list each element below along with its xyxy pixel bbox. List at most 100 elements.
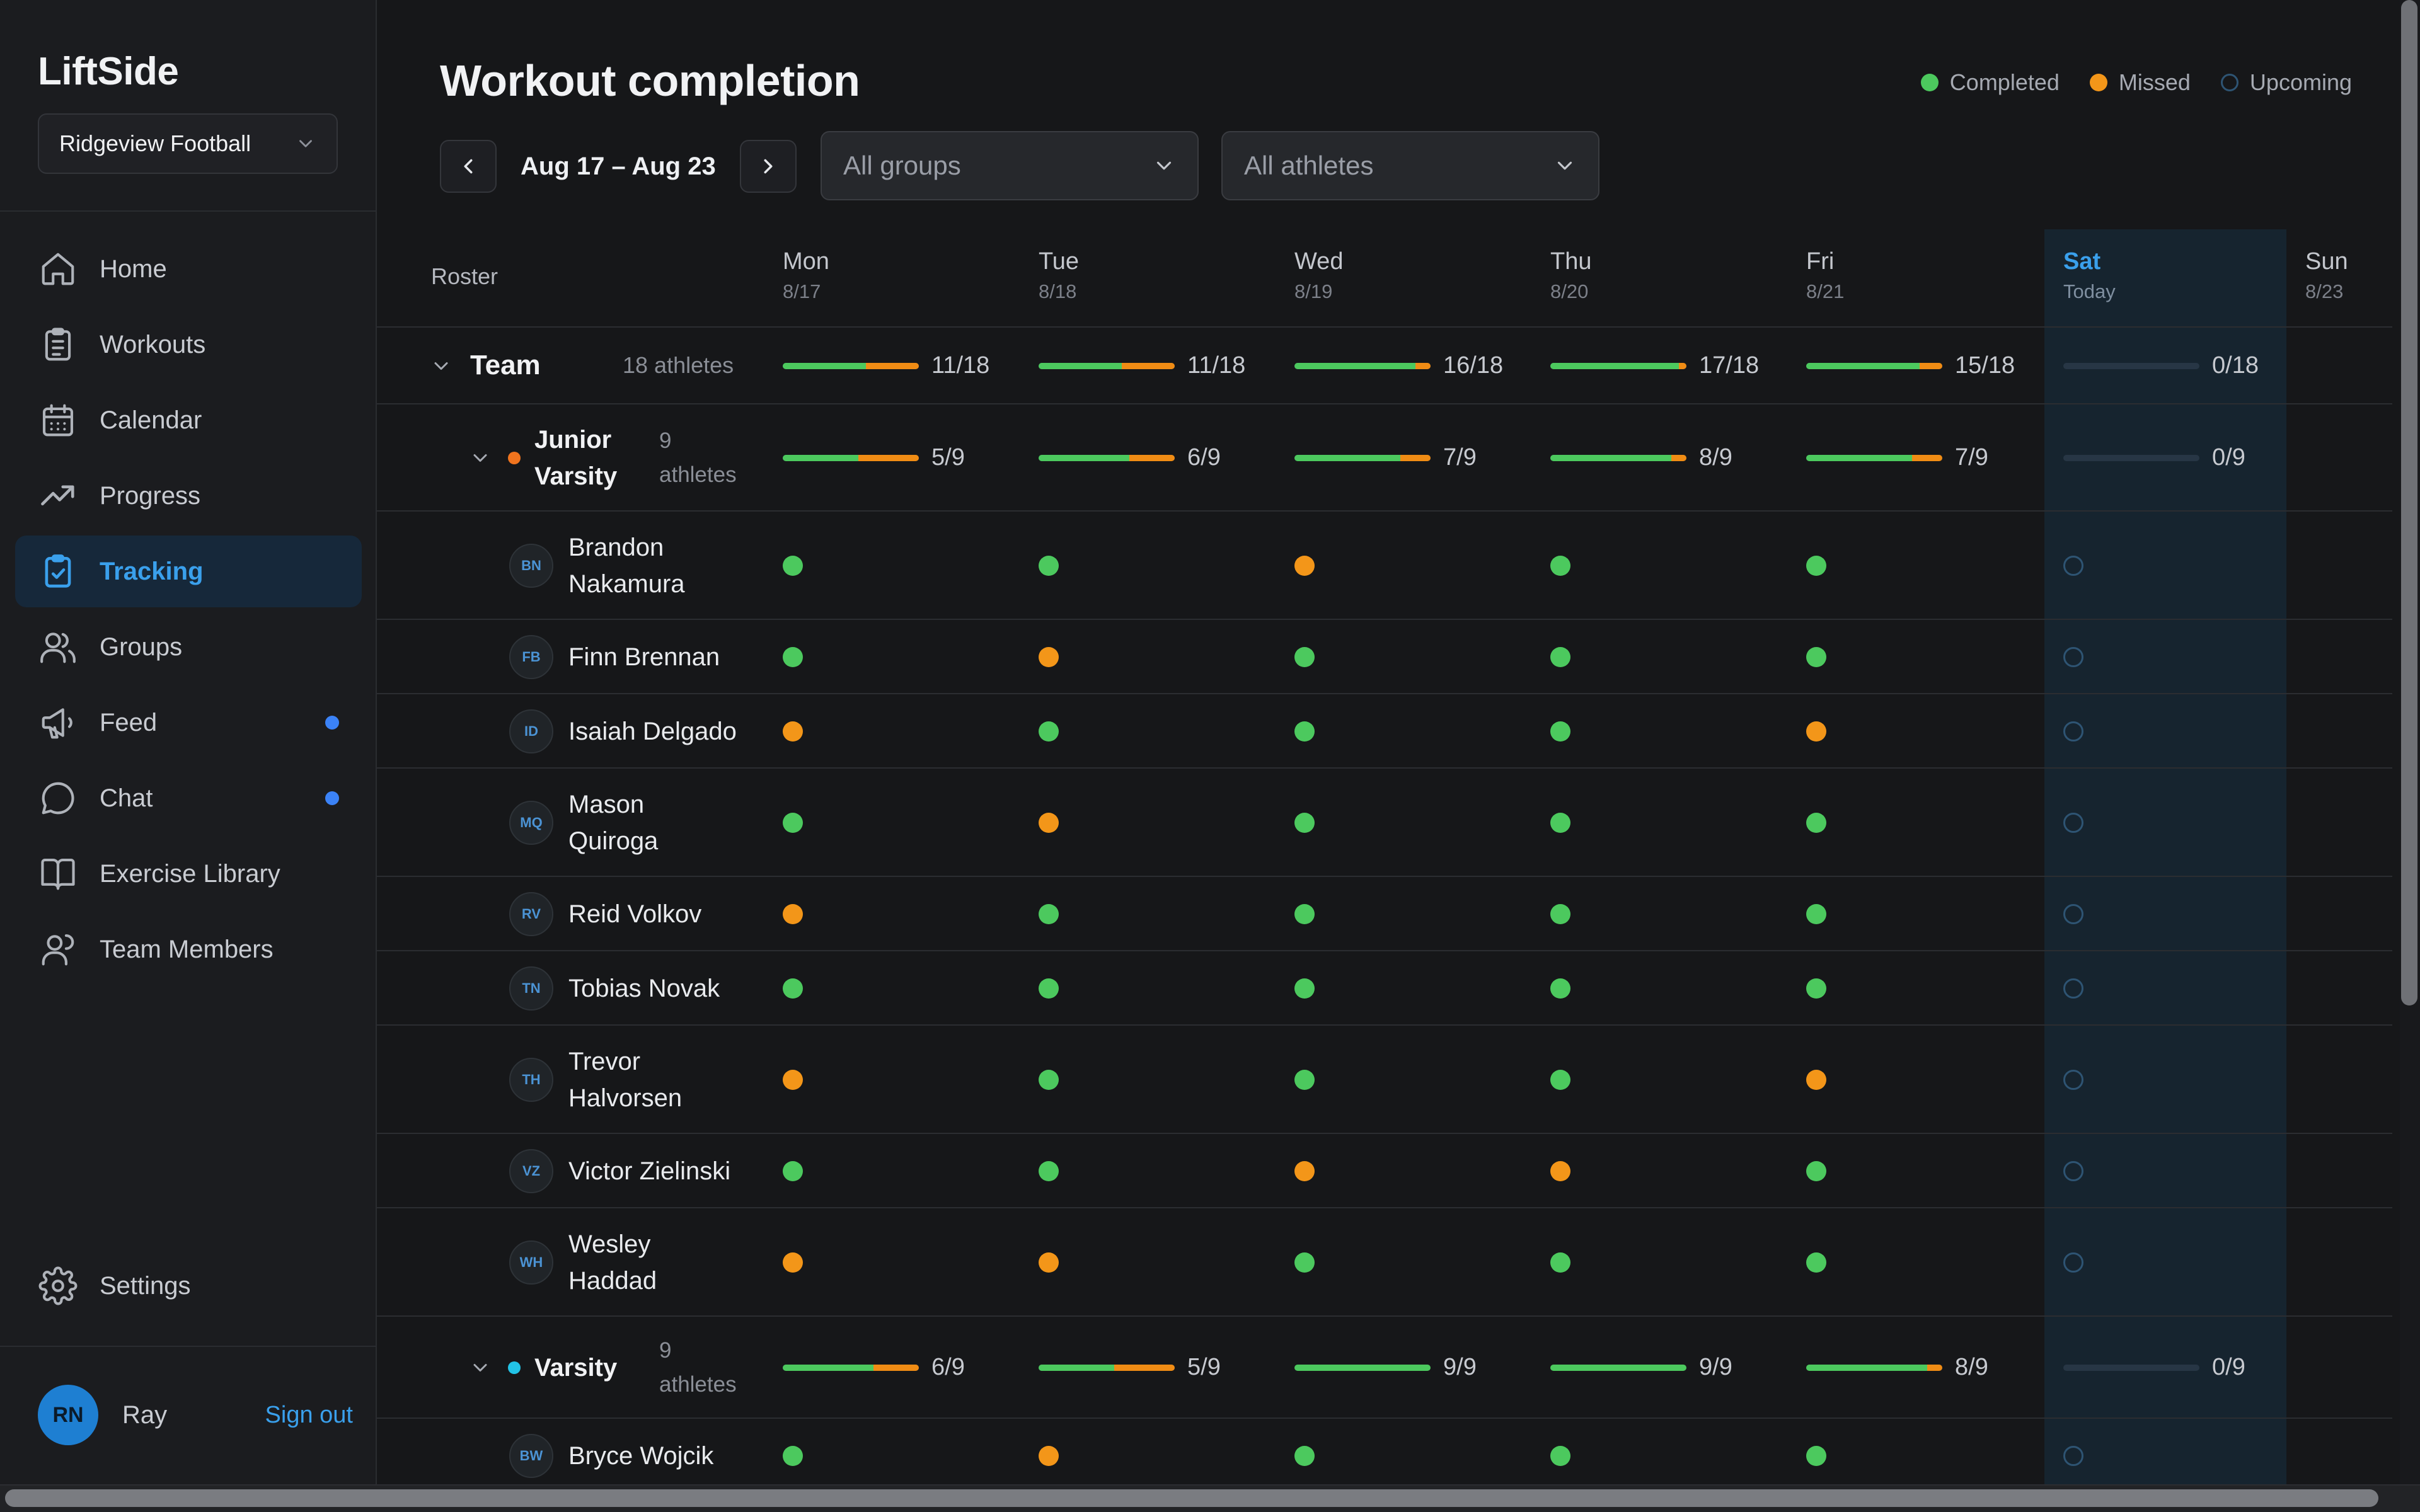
completed-status-dot[interactable]: [1550, 1446, 1570, 1466]
avatar[interactable]: RN: [38, 1385, 98, 1445]
chevron-down-icon[interactable]: [469, 1356, 492, 1379]
sidebar-item-calendar[interactable]: Calendar: [15, 384, 362, 456]
athlete-name[interactable]: Wesley Haddad: [568, 1226, 657, 1299]
athlete-name[interactable]: Bryce Wojcik: [568, 1438, 713, 1474]
athlete-name[interactable]: Isaiah Delgado: [568, 713, 737, 750]
upcoming-status-dot[interactable]: [2063, 978, 2083, 999]
sidebar-item-tracking[interactable]: Tracking: [15, 536, 362, 607]
completed-status-dot[interactable]: [783, 1446, 803, 1466]
upcoming-status-dot[interactable]: [2063, 556, 2083, 576]
completed-status-dot[interactable]: [1550, 1070, 1570, 1090]
chevron-down-icon[interactable]: [430, 355, 452, 377]
completed-status-dot[interactable]: [1806, 1252, 1826, 1273]
missed-status-dot[interactable]: [783, 721, 803, 742]
completed-status-dot[interactable]: [1039, 1161, 1059, 1181]
athlete-row[interactable]: TH Trevor Halvorsen: [377, 1026, 2392, 1134]
missed-status-dot[interactable]: [1294, 1161, 1315, 1181]
completed-status-dot[interactable]: [783, 556, 803, 576]
completed-status-dot[interactable]: [1550, 647, 1570, 667]
sidebar-item-exercise-library[interactable]: Exercise Library: [15, 838, 362, 910]
completed-status-dot[interactable]: [1039, 978, 1059, 999]
completed-status-dot[interactable]: [1806, 978, 1826, 999]
group-row[interactable]: Junior Varsity 9 athletes 5/9 6/9 7/9 8/9 7/9 0/9: [377, 404, 2392, 512]
completed-status-dot[interactable]: [1550, 556, 1570, 576]
completed-status-dot[interactable]: [783, 813, 803, 833]
completed-status-dot[interactable]: [1294, 1252, 1315, 1273]
athlete-name[interactable]: Victor Zielinski: [568, 1153, 730, 1189]
athlete-row[interactable]: BN Brandon Nakamura: [377, 512, 2392, 620]
missed-status-dot[interactable]: [1039, 813, 1059, 833]
athlete-name[interactable]: Brandon Nakamura: [568, 529, 685, 602]
completed-status-dot[interactable]: [1550, 978, 1570, 999]
upcoming-status-dot[interactable]: [2063, 647, 2083, 667]
completed-status-dot[interactable]: [1806, 1446, 1826, 1466]
missed-status-dot[interactable]: [1294, 556, 1315, 576]
completed-status-dot[interactable]: [1039, 904, 1059, 924]
athlete-name[interactable]: Tobias Novak: [568, 970, 720, 1007]
athlete-row[interactable]: ID Isaiah Delgado: [377, 694, 2392, 769]
sidebar-item-team-members[interactable]: Team Members: [15, 914, 362, 985]
completed-status-dot[interactable]: [1806, 556, 1826, 576]
athlete-row[interactable]: TN Tobias Novak: [377, 951, 2392, 1026]
athlete-row[interactable]: MQ Mason Quiroga: [377, 769, 2392, 877]
sidebar-item-progress[interactable]: Progress: [15, 460, 362, 532]
upcoming-status-dot[interactable]: [2063, 813, 2083, 833]
completed-status-dot[interactable]: [1294, 978, 1315, 999]
completed-status-dot[interactable]: [1039, 556, 1059, 576]
completed-status-dot[interactable]: [1294, 904, 1315, 924]
athlete-name[interactable]: Mason Quiroga: [568, 786, 658, 859]
missed-status-dot[interactable]: [1806, 1070, 1826, 1090]
vertical-scrollbar-thumb[interactable]: [2401, 0, 2417, 1005]
athlete-row[interactable]: FB Finn Brennan: [377, 620, 2392, 694]
missed-status-dot[interactable]: [783, 904, 803, 924]
completed-status-dot[interactable]: [1294, 1070, 1315, 1090]
athlete-name[interactable]: Trevor Halvorsen: [568, 1043, 682, 1116]
upcoming-status-dot[interactable]: [2063, 721, 2083, 742]
completed-status-dot[interactable]: [1806, 904, 1826, 924]
completed-status-dot[interactable]: [1039, 721, 1059, 742]
chevron-down-icon[interactable]: [469, 447, 492, 469]
athlete-row[interactable]: RV Reid Volkov: [377, 877, 2392, 951]
previous-week-button[interactable]: [440, 140, 497, 193]
athlete-name[interactable]: Reid Volkov: [568, 896, 701, 932]
completed-status-dot[interactable]: [1806, 813, 1826, 833]
athlete-name[interactable]: Finn Brennan: [568, 639, 720, 675]
upcoming-status-dot[interactable]: [2063, 904, 2083, 924]
completed-status-dot[interactable]: [1294, 721, 1315, 742]
missed-status-dot[interactable]: [1550, 1161, 1570, 1181]
athlete-row[interactable]: BW Bryce Wojcik: [377, 1419, 2392, 1493]
sign-out-link[interactable]: Sign out: [265, 1401, 353, 1428]
completed-status-dot[interactable]: [1294, 1446, 1315, 1466]
athlete-row[interactable]: WH Wesley Haddad: [377, 1208, 2392, 1317]
completed-status-dot[interactable]: [783, 647, 803, 667]
athletes-filter-select[interactable]: All athletes: [1221, 131, 1599, 200]
completed-status-dot[interactable]: [1294, 647, 1315, 667]
missed-status-dot[interactable]: [1039, 1252, 1059, 1273]
sidebar-item-feed[interactable]: Feed: [15, 687, 362, 759]
upcoming-status-dot[interactable]: [2063, 1161, 2083, 1181]
team-row[interactable]: Team 18 athletes 11/18 11/18 16/18 17/18 15/18…: [377, 328, 2392, 404]
completed-status-dot[interactable]: [1550, 904, 1570, 924]
next-week-button[interactable]: [739, 140, 797, 193]
completed-status-dot[interactable]: [1806, 647, 1826, 667]
missed-status-dot[interactable]: [1039, 647, 1059, 667]
groups-filter-select[interactable]: All groups: [821, 131, 1199, 200]
missed-status-dot[interactable]: [783, 1070, 803, 1090]
missed-status-dot[interactable]: [1039, 1446, 1059, 1466]
horizontal-scrollbar-thumb[interactable]: [5, 1489, 2378, 1507]
completed-status-dot[interactable]: [1550, 1252, 1570, 1273]
sidebar-item-groups[interactable]: Groups: [15, 611, 362, 683]
missed-status-dot[interactable]: [783, 1252, 803, 1273]
group-row[interactable]: Varsity 9 athletes 6/9 5/9 9/9 9/9 8/9 0/9: [377, 1317, 2392, 1419]
sidebar-item-settings[interactable]: Settings: [15, 1250, 362, 1322]
team-selector[interactable]: Ridgeview Football: [38, 113, 338, 174]
completed-status-dot[interactable]: [1550, 721, 1570, 742]
completed-status-dot[interactable]: [783, 978, 803, 999]
completed-status-dot[interactable]: [1550, 813, 1570, 833]
upcoming-status-dot[interactable]: [2063, 1252, 2083, 1273]
completed-status-dot[interactable]: [783, 1161, 803, 1181]
upcoming-status-dot[interactable]: [2063, 1070, 2083, 1090]
completed-status-dot[interactable]: [1039, 1070, 1059, 1090]
athlete-row[interactable]: VZ Victor Zielinski: [377, 1134, 2392, 1208]
sidebar-item-chat[interactable]: Chat: [15, 762, 362, 834]
